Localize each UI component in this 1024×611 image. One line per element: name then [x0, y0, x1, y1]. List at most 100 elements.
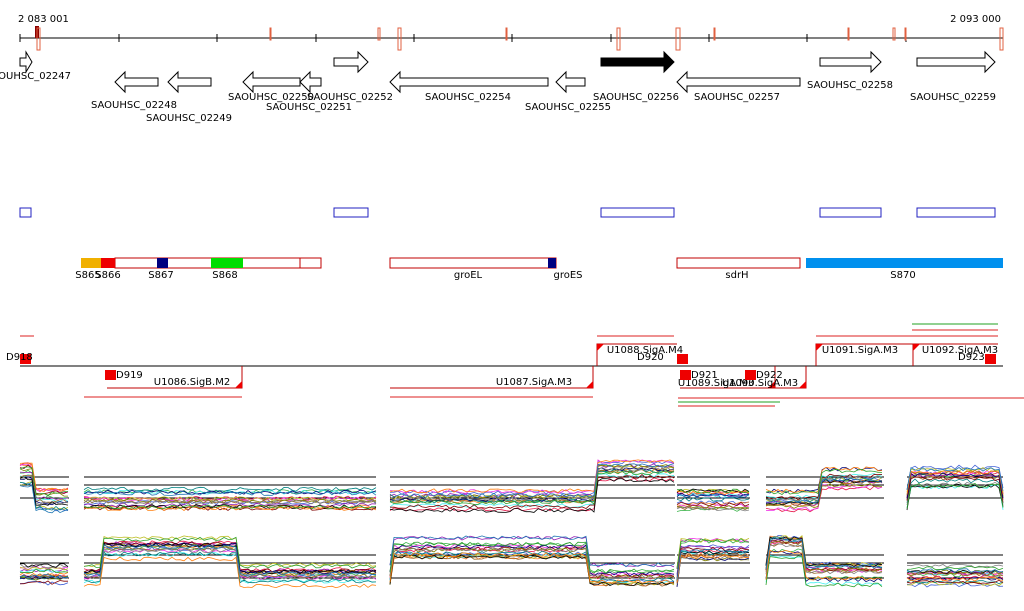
expression-trace	[765, 469, 883, 495]
feature-label: S868	[212, 270, 237, 281]
gene-arrow	[819, 50, 882, 74]
expression-trace	[676, 544, 750, 574]
expression-trace	[906, 582, 1004, 588]
gene-label: SAOUHSC_02255	[525, 102, 611, 113]
ruler-mark	[505, 27, 508, 41]
annotation-box	[916, 207, 996, 218]
feature-box	[114, 257, 301, 269]
expression-trace	[765, 477, 883, 505]
feature-block	[211, 258, 243, 268]
gene-arrow	[389, 70, 549, 94]
expression-trace	[19, 482, 69, 512]
ruler-mark	[847, 27, 850, 41]
expression-trace	[766, 479, 883, 506]
expression-trace	[83, 551, 377, 584]
ruler-start: 2 083 001	[18, 14, 69, 25]
feature-block	[81, 258, 101, 268]
gene-arrow	[242, 70, 301, 94]
expression-trace	[765, 535, 883, 567]
terminator-label: D921	[691, 370, 718, 381]
expression-trace	[389, 547, 675, 579]
expression-trace	[83, 536, 377, 569]
terminator-label: D919	[116, 370, 143, 381]
expression-trace	[19, 568, 69, 574]
annotation-box	[333, 207, 369, 218]
promoter-flag	[816, 344, 823, 351]
promoter-flag	[799, 381, 806, 388]
expression-trace	[676, 556, 750, 587]
expression-trace	[83, 544, 377, 576]
expression-trace	[389, 478, 675, 513]
expression-trace	[765, 540, 883, 572]
gene-label: SAOUHSC_02251	[266, 102, 352, 113]
expression-trace	[83, 486, 377, 492]
promoter-label: U1088.SigA.M4	[607, 345, 683, 356]
feature-block	[806, 258, 1003, 268]
expression-trace	[389, 552, 675, 584]
gene-arrow	[167, 70, 212, 94]
expression-trace	[906, 467, 1004, 493]
gene-label: SAOUHSC_02259	[910, 92, 996, 103]
expression-trace	[19, 580, 68, 585]
expression-trace	[906, 581, 1004, 587]
ruler-mark	[675, 27, 681, 51]
gene-label: SAOUHSC_02249	[146, 113, 232, 124]
promoter-flag	[768, 381, 775, 388]
gene-arrow	[600, 50, 675, 74]
feature-label: groEL	[454, 270, 483, 281]
expression-trace	[676, 493, 750, 499]
gene-arrow	[114, 70, 159, 94]
annotation-box	[819, 207, 882, 218]
expression-trace	[19, 478, 69, 506]
annotation-box	[19, 207, 32, 218]
gene-label: SAOUHSC_02248	[91, 100, 177, 111]
gene-label: SAOUHSC_02257	[694, 92, 780, 103]
expression-trace	[765, 549, 883, 581]
feature-box	[299, 257, 322, 269]
expression-trace	[765, 536, 883, 567]
expression-trace	[389, 544, 675, 576]
gene-arrow	[676, 70, 801, 94]
expression-trace	[83, 496, 377, 502]
expression-trace	[19, 481, 69, 511]
expression-trace	[676, 548, 750, 580]
feature-label: sdrH	[725, 270, 748, 281]
expression-trace	[676, 500, 750, 505]
expression-trace	[19, 565, 69, 570]
promoter-label: U1091.SigA.M3	[822, 345, 898, 356]
annotation-box	[600, 207, 675, 218]
expression-trace	[19, 476, 69, 506]
feature-block	[101, 258, 115, 268]
expression-trace	[83, 542, 377, 575]
ruler-mark	[269, 27, 272, 41]
expression-trace	[765, 536, 883, 568]
expression-trace	[906, 579, 1004, 585]
expression-trace	[20, 580, 69, 586]
expression-trace	[389, 554, 675, 587]
expression-trace	[765, 555, 883, 586]
expression-trace	[83, 544, 377, 576]
expression-trace	[389, 470, 675, 505]
expression-trace	[83, 496, 377, 502]
promoter-label: U1086.SigB.M2	[154, 377, 230, 388]
promoter-flag	[586, 381, 593, 388]
ruler-mark	[892, 27, 896, 41]
expression-trace	[19, 574, 69, 580]
feature-label: S866	[95, 270, 120, 281]
expression-trace	[765, 473, 883, 501]
expression-trace	[389, 541, 675, 574]
expression-trace	[676, 554, 750, 583]
expression-trace	[389, 464, 675, 500]
promoter-label: U1090.SigA.M3	[722, 378, 798, 389]
expression-trace	[676, 538, 750, 570]
gene-label: SAOUHSC_02258	[807, 80, 893, 91]
expression-trace	[765, 475, 883, 502]
ruler-end: 2 093 000	[950, 14, 1001, 25]
expression-trace	[389, 463, 675, 499]
feature-label: S865	[75, 270, 100, 281]
expression-trace	[906, 483, 1004, 511]
expression-trace	[906, 568, 1004, 573]
feature-block	[548, 258, 556, 268]
gene-label: SAOUHSC_02247	[0, 71, 71, 82]
expression-trace	[19, 480, 69, 510]
